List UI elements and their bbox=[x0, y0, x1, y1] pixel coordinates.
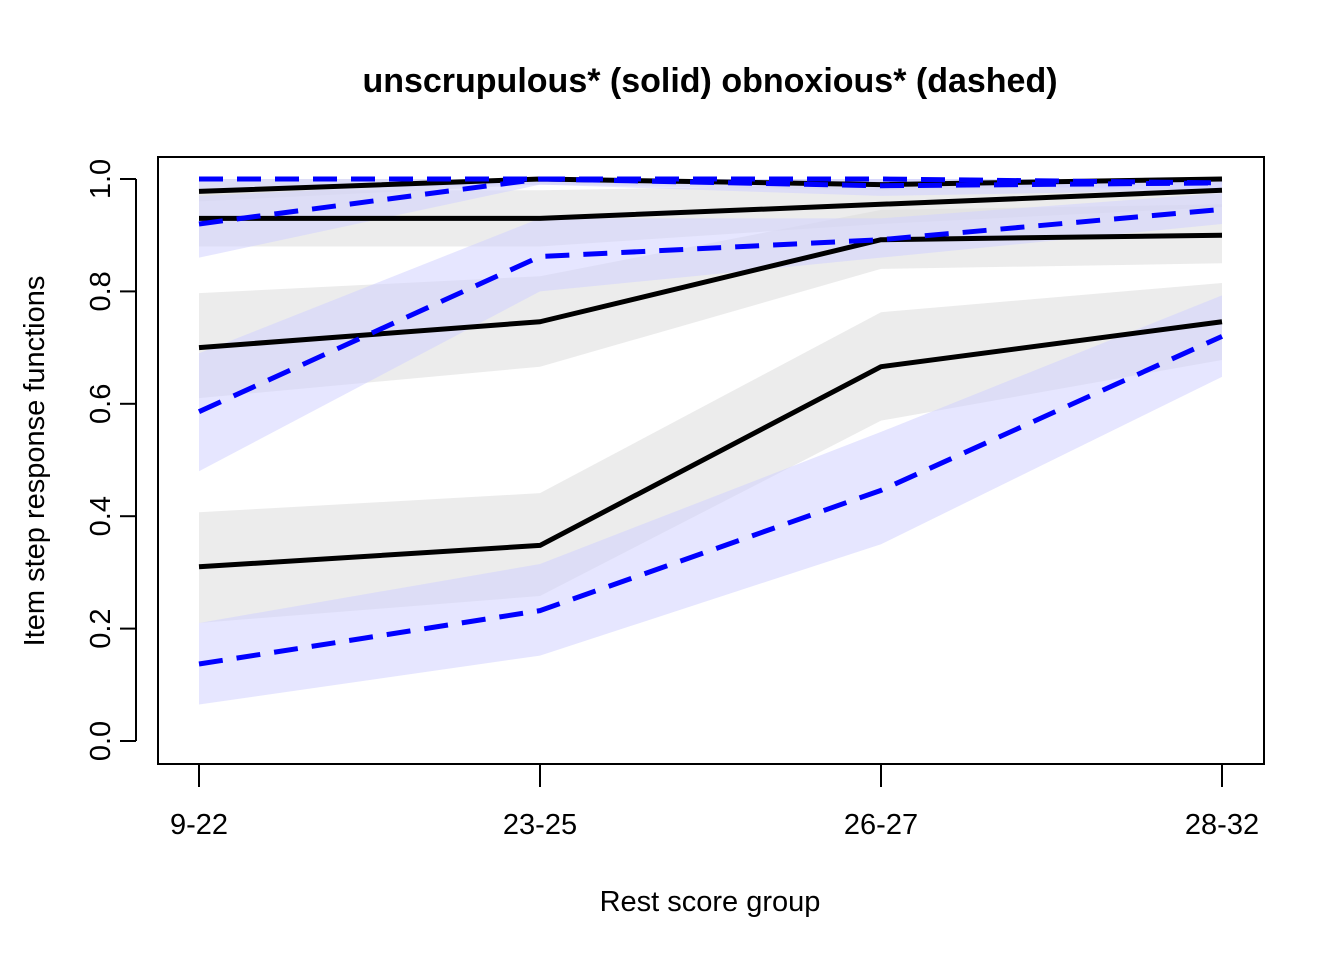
x-tick-label: 23-25 bbox=[503, 809, 577, 841]
y-tick-label: 0.0 bbox=[85, 721, 117, 761]
series-lines bbox=[197, 176, 1224, 667]
confidence-band-obnoxious-3 bbox=[199, 193, 1222, 472]
confidence-band-obnoxious-4 bbox=[199, 295, 1222, 705]
confidence-bands bbox=[199, 179, 1222, 705]
y-axis: 0.0 0.2 0.4 0.6 0.8 1.0 bbox=[85, 159, 137, 761]
series-line-obnoxious-4 bbox=[198, 334, 1224, 667]
y-tick-label: 0.4 bbox=[85, 496, 117, 536]
chart-title: unscrupulous* (solid) obnoxious* (dashed… bbox=[362, 62, 1057, 100]
y-tick-label: 0.6 bbox=[85, 384, 117, 424]
confidence-band-obnoxious-2 bbox=[199, 179, 1222, 258]
series-line-obnoxious-3 bbox=[197, 206, 1223, 414]
series-line-unscrupulous-4 bbox=[198, 319, 1223, 570]
y-tick-label: 0.2 bbox=[85, 608, 117, 648]
y-tick-label: 1.0 bbox=[85, 159, 117, 199]
y-tick-label: 0.8 bbox=[85, 271, 117, 311]
series-line-obnoxious-2 bbox=[198, 176, 1223, 227]
x-axis: 9-22 23-25 26-27 28-32 bbox=[170, 763, 1259, 841]
x-tick-label: 26-27 bbox=[844, 809, 918, 841]
x-axis-label: Rest score group bbox=[600, 886, 821, 918]
y-axis-label: Item step response functions bbox=[19, 276, 51, 647]
series-line-unscrupulous-2 bbox=[199, 187, 1223, 221]
x-tick-label: 9-22 bbox=[170, 809, 228, 841]
confidence-band-unscrupulous-4 bbox=[199, 282, 1222, 623]
x-tick-label: 28-32 bbox=[1185, 809, 1259, 841]
series-line-unscrupulous-3 bbox=[198, 232, 1223, 351]
confidence-band-unscrupulous-3 bbox=[199, 204, 1222, 399]
series-line-obnoxious-1 bbox=[199, 176, 1223, 186]
